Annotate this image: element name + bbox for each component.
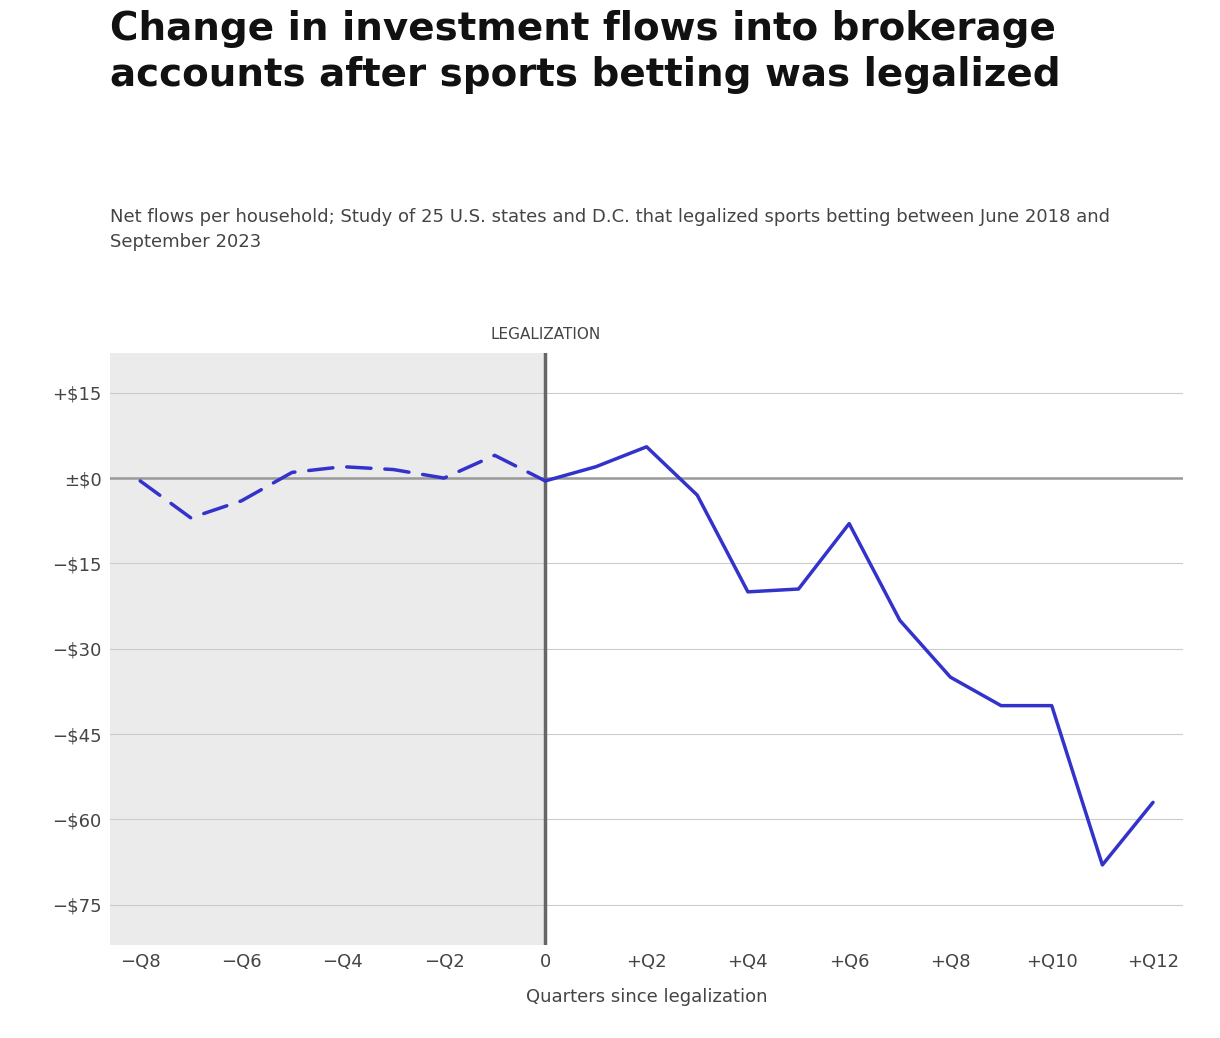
Text: Net flows per household; Study of 25 U.S. states and D.C. that legalized sports : Net flows per household; Study of 25 U.S… — [110, 208, 1110, 250]
Text: Change in investment flows into brokerage
accounts after sports betting was lega: Change in investment flows into brokerag… — [110, 10, 1060, 93]
Text: LEGALIZATION: LEGALIZATION — [490, 327, 600, 342]
X-axis label: Quarters since legalization: Quarters since legalization — [526, 987, 767, 1006]
Bar — [110, 353, 545, 945]
